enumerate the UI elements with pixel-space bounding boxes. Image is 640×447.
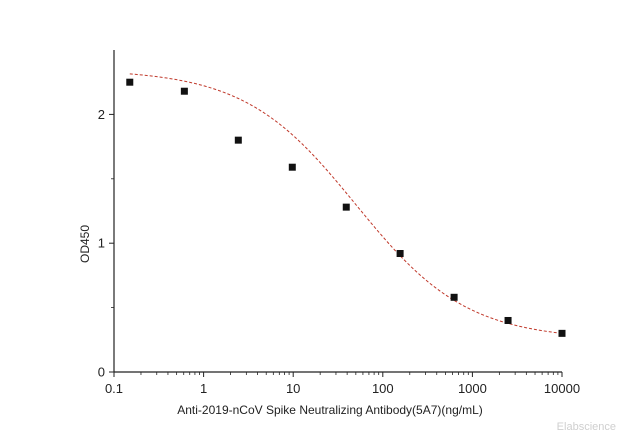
x-tick-label: 10000 (544, 381, 580, 396)
data-points (126, 78, 566, 337)
data-point (126, 78, 134, 86)
watermark: Elabscience (557, 421, 616, 433)
y-axis-title: OD450 (78, 225, 92, 263)
x-tick-label: 10 (286, 381, 300, 396)
y-tick-label: 2 (98, 107, 105, 122)
data-point (558, 329, 566, 337)
y-tick-label: 0 (98, 365, 105, 380)
x-tick-label: 1 (200, 381, 207, 396)
data-point (396, 250, 404, 258)
fit-curve-line (129, 73, 563, 334)
data-point (288, 163, 296, 171)
fit-curve (129, 73, 563, 334)
x-axis-title: Anti-2019-nCoV Spike Neutralizing Antibo… (177, 403, 483, 417)
x-tick-label: 1000 (458, 381, 487, 396)
data-point (180, 87, 188, 95)
data-point (504, 316, 512, 324)
data-point (342, 203, 350, 211)
data-point (450, 293, 458, 301)
ticks: 0.1 1 10 100 1000 10000 0 1 2 (98, 107, 580, 396)
data-point (234, 136, 242, 144)
x-tick-label: 0.1 (105, 381, 123, 396)
x-tick-label: 100 (372, 381, 394, 396)
y-tick-label: 1 (98, 236, 105, 251)
axes (113, 50, 562, 373)
